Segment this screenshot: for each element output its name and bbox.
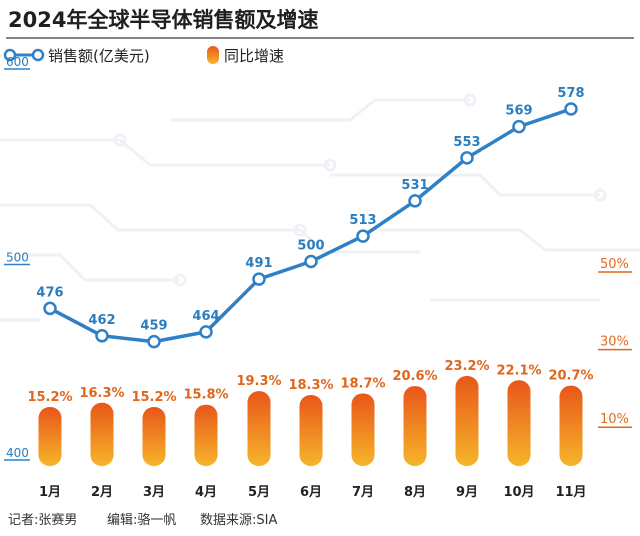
bar-7月	[351, 393, 375, 466]
line-point-6月	[304, 254, 318, 269]
legend-bar-label: 同比增速	[224, 47, 284, 65]
line-value-label: 462	[88, 313, 115, 328]
bar-5月	[247, 391, 271, 466]
background-circuit-pattern	[0, 93, 640, 322]
bar-value-label: 19.3%	[236, 374, 281, 389]
line-point-9月	[460, 151, 474, 165]
bar-value-label: 16.3%	[79, 386, 124, 401]
legend-line-marker	[3, 48, 45, 62]
legend-line-label: 销售额(亿美元)	[48, 47, 150, 65]
line-point-1月	[43, 301, 57, 316]
line-value-label: 553	[453, 135, 480, 150]
month-axis: 1月 2月 3月 4月 5月 6月 7月 8月 9月 10月 11月	[39, 485, 587, 500]
footer-reporter: 记者:张赛男	[8, 512, 77, 528]
bar-value-label: 15.8%	[183, 388, 228, 403]
footer-editor: 编辑:骆一帆	[107, 512, 176, 528]
line-point-5月	[252, 272, 266, 286]
bar-11月	[559, 385, 583, 466]
month-label: 6月	[300, 485, 322, 500]
bar-value-label: 20.6%	[392, 369, 437, 384]
bar-8月	[403, 386, 427, 466]
bar-1月	[38, 407, 62, 466]
line-point-11月	[564, 102, 578, 116]
line-point-8月	[408, 194, 422, 208]
bar-value-label: 20.7%	[548, 369, 593, 384]
month-label: 7月	[352, 485, 374, 500]
month-label: 5月	[248, 485, 270, 500]
line-point-3月	[147, 334, 161, 349]
bar-3月	[142, 407, 166, 466]
left-axis: 400 500 600	[4, 55, 30, 461]
bar-value-label: 22.1%	[496, 363, 541, 378]
line-value-label: 464	[192, 309, 219, 324]
bar-9月	[455, 375, 479, 466]
line-value-label: 531	[401, 178, 428, 193]
chart-title: 2024年全球半导体销售额及增速	[8, 8, 318, 32]
line-value-label: 500	[297, 239, 324, 254]
line-value-label: 513	[349, 213, 376, 228]
right-axis: 10% 30% 50%	[598, 257, 632, 428]
line-point-4月	[199, 325, 213, 339]
bar-6月	[299, 394, 323, 466]
bar-2月	[90, 402, 114, 466]
bar-value-label: 15.2%	[27, 390, 72, 405]
bar-series	[38, 375, 583, 466]
month-label: 2月	[91, 485, 113, 500]
month-label: 10月	[503, 485, 534, 500]
right-tick-label: 30%	[600, 335, 629, 350]
legend-bar-marker	[207, 46, 219, 64]
bar-value-label: 18.3%	[288, 378, 333, 393]
right-tick-label: 10%	[600, 412, 629, 427]
sales-line	[48, 107, 573, 344]
month-label: 11月	[555, 485, 586, 500]
left-tick-label: 400	[6, 446, 29, 460]
month-label: 9月	[456, 485, 478, 500]
line-point-10月	[512, 119, 526, 134]
bar-value-label: 23.2%	[444, 359, 489, 374]
line-value-label: 476	[36, 285, 63, 300]
bar-value-label: 18.7%	[340, 376, 385, 391]
line-value-label: 491	[245, 256, 272, 271]
left-tick-label: 500	[6, 251, 29, 265]
line-value-label: 569	[505, 104, 532, 119]
line-series	[43, 102, 578, 349]
right-tick-label: 50%	[600, 257, 629, 272]
month-label: 8月	[404, 485, 426, 500]
line-point-7月	[356, 229, 370, 243]
bar-10月	[507, 380, 531, 466]
line-point-2月	[95, 329, 109, 343]
bar-value-labels: 15.2% 16.3% 15.2% 15.8% 19.3% 18.3% 18.7% 20.6%…	[27, 359, 593, 405]
bar-value-label: 15.2%	[131, 390, 176, 405]
footer-source: 数据来源:SIA	[200, 513, 277, 528]
month-label: 1月	[39, 485, 61, 500]
month-label: 4月	[195, 485, 217, 500]
legend: 销售额(亿美元) 同比增速	[3, 46, 284, 65]
line-value-label: 459	[140, 319, 167, 334]
line-value-labels: 476 462 459 464 491 500 513 531 553 569 578	[36, 86, 584, 334]
line-value-label: 578	[557, 86, 584, 101]
bar-4月	[194, 404, 218, 466]
left-tick-label: 600	[6, 55, 29, 69]
month-label: 3月	[143, 485, 165, 500]
